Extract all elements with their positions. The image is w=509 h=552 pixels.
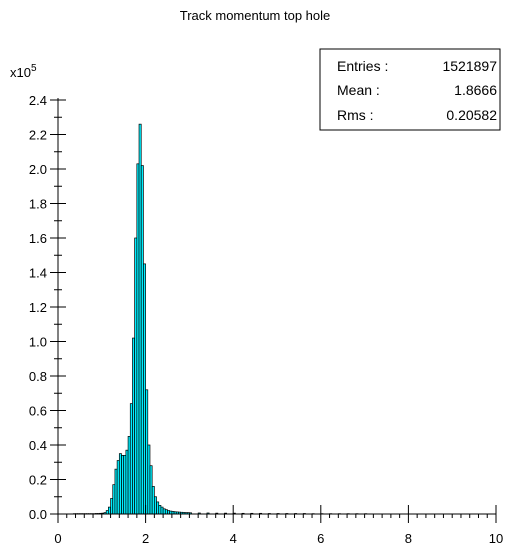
y-tick-label: 1.8 [29, 197, 47, 212]
chart-title: Track momentum top hole [180, 8, 331, 23]
y-tick-label: 2.0 [29, 162, 47, 177]
x-tick-label: 6 [317, 531, 324, 546]
x-axis: 0 2 4 6 8 10 [54, 505, 503, 546]
x-tick-label: 8 [405, 531, 412, 546]
y-multiplier-base: x10 [10, 65, 31, 80]
x-tick-label: 0 [54, 531, 61, 546]
y-multiplier-label: x105 [10, 63, 37, 80]
y-tick-label: 1.6 [29, 231, 47, 246]
stats-box: Entries : 1521897 Mean : 1.8666 Rms : 0.… [319, 48, 501, 131]
x-tick-label: 2 [142, 531, 149, 546]
stats-rms-value: 0.20582 [446, 107, 497, 123]
y-tick-label: 0.0 [29, 507, 47, 522]
y-multiplier-exponent: 5 [31, 63, 37, 74]
stats-entries-label: Entries : [337, 58, 388, 74]
stats-mean-label: Mean : [337, 82, 380, 98]
y-tick-label: 0.8 [29, 369, 47, 384]
y-tick-label: 1.2 [29, 300, 47, 315]
y-tick-label: 2.4 [29, 93, 47, 108]
y-axis: 0.0 0.2 0.4 0.6 0.8 1.0 1.2 1.4 1.6 1.8 2.0 2.2 2.4 [29, 93, 66, 522]
stats-box-frame [319, 48, 501, 131]
y-tick-label: 0.2 [29, 473, 47, 488]
stats-entries-value: 1521897 [442, 58, 497, 74]
y-tick-label: 0.6 [29, 404, 47, 419]
y-tick-label: 1.4 [29, 266, 47, 281]
y-tick-label: 1.0 [29, 335, 47, 350]
y-tick-label: 2.2 [29, 128, 47, 143]
y-tick-label: 0.4 [29, 438, 47, 453]
histogram-bars [72, 123, 368, 515]
x-tick-label: 10 [489, 531, 503, 546]
stats-rms-label: Rms : [337, 107, 374, 123]
stats-mean-value: 1.8666 [454, 82, 497, 98]
x-tick-label: 4 [230, 531, 237, 546]
